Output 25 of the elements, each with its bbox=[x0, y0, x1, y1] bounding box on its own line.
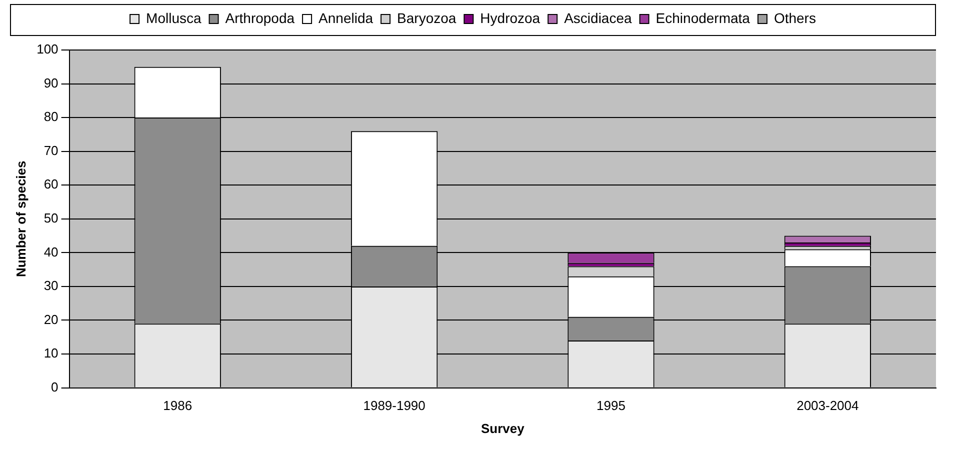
x-tick-label: 1986 bbox=[163, 398, 192, 414]
y-tick-label: 50 bbox=[44, 210, 58, 226]
y-tick-label: 20 bbox=[44, 312, 58, 327]
legend-label: Hydrozoa bbox=[480, 10, 540, 26]
y-tick-label: 70 bbox=[44, 142, 58, 158]
legend-label: Ascidiacea bbox=[564, 10, 632, 26]
x-tick-label: 2003-2004 bbox=[796, 398, 859, 414]
legend-label: Others bbox=[774, 10, 816, 26]
y-tick-label: 10 bbox=[44, 346, 58, 361]
y-tick-label: 40 bbox=[44, 244, 58, 260]
y-tick-label: 30 bbox=[44, 278, 58, 294]
y-tick-label: 90 bbox=[44, 75, 58, 90]
legend-label: Annelida bbox=[318, 10, 374, 26]
y-tick-label: 60 bbox=[44, 176, 58, 192]
y-tick-label: 0 bbox=[51, 379, 58, 394]
y-tick-label: 100 bbox=[36, 42, 58, 57]
x-tick-label: 1989-1990 bbox=[363, 398, 426, 414]
x-tick-label: 1995 bbox=[596, 398, 626, 414]
legend-label: Mollusca bbox=[146, 10, 202, 26]
y-axis-title: Number of species bbox=[13, 160, 28, 278]
x-axis-title: Survey bbox=[480, 420, 526, 436]
legend-label: Arthropoda bbox=[225, 10, 295, 26]
y-tick-label: 80 bbox=[44, 109, 58, 124]
legend-label: Echinodermata bbox=[656, 10, 750, 26]
legend-label: Baryozoa bbox=[397, 10, 456, 26]
